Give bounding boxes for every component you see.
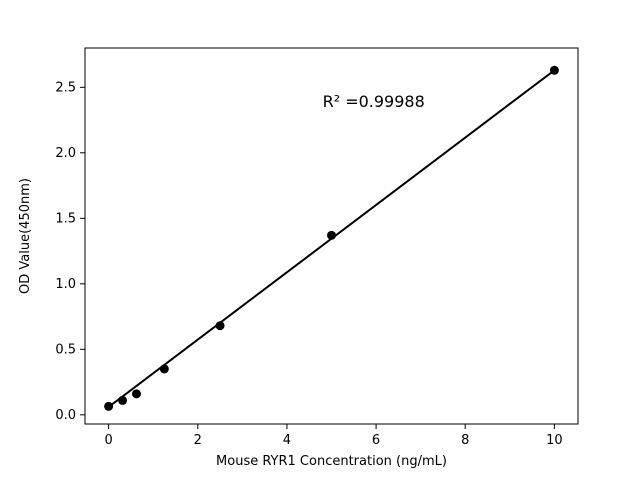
data-point: [131, 389, 141, 399]
data-point: [215, 321, 225, 331]
r-squared-annotation: R² =0.99988: [323, 92, 425, 111]
data-point: [549, 65, 559, 75]
data-point: [104, 401, 114, 411]
y-tick-label: 1.5: [55, 211, 76, 226]
data-point: [118, 395, 128, 405]
x-tick-label: 6: [372, 433, 380, 448]
x-tick-label: 8: [461, 433, 469, 448]
x-tick-label: 2: [194, 433, 202, 448]
y-tick-label: 2.0: [55, 146, 76, 161]
data-point: [159, 364, 169, 374]
y-tick-label: 0.0: [55, 408, 76, 423]
x-tick-label: 4: [283, 433, 291, 448]
x-axis-label: Mouse RYR1 Concentration (ng/mL): [216, 454, 447, 469]
data-point: [327, 230, 336, 240]
plot-border: [84, 47, 579, 425]
x-tick-label: 10: [546, 433, 563, 448]
y-tick-label: 1.0: [55, 277, 76, 292]
x-tick-label: 0: [104, 433, 112, 448]
y-tick-label: 0.5: [55, 342, 76, 357]
y-tick-label: 2.5: [55, 80, 76, 95]
y-axis-label: OD Value(450nm): [18, 178, 33, 294]
